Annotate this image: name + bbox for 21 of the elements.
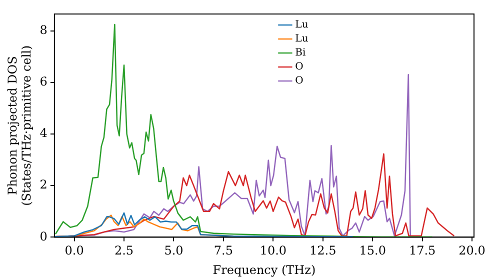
legend-label: O [295, 76, 304, 87]
y-tick-label: 2 [40, 178, 48, 192]
legend-label: O [295, 62, 304, 73]
y-axis-title: Phonon projected DOS (States/THz·primitive cell) [5, 45, 34, 206]
y-tick-label: 0 [40, 229, 48, 244]
legend-label: Lu [295, 34, 309, 45]
y-tick-label: 6 [40, 74, 48, 89]
y-tick-label: 8 [40, 22, 48, 37]
x-tick-label: 0.0 [64, 244, 84, 258]
y-tick-label: 4 [40, 126, 48, 140]
x-tick-label: 15.0 [359, 244, 386, 258]
x-tick-label: 17.5 [408, 244, 436, 258]
legend-label: Lu [295, 20, 309, 31]
x-tick-label: 5.0 [164, 244, 184, 258]
x-tick-label: 12.5 [310, 244, 336, 258]
x-tick-label: 10.0 [260, 244, 287, 258]
x-tick-label: 7.5 [214, 244, 233, 258]
x-axis-title: Frequency (THz) [212, 262, 316, 277]
legend-label: Bi [295, 48, 306, 59]
x-tick-label: 2.5 [114, 244, 134, 258]
x-tick-label: 20.0 [458, 244, 486, 258]
